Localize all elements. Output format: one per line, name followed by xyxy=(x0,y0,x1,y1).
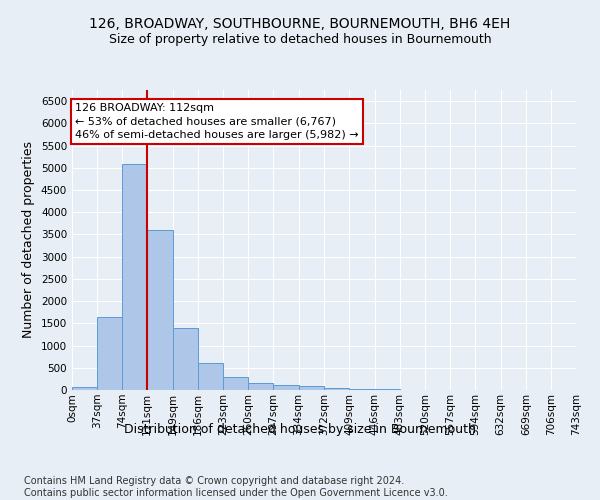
Text: 126, BROADWAY, SOUTHBOURNE, BOURNEMOUTH, BH6 4EH: 126, BROADWAY, SOUTHBOURNE, BOURNEMOUTH,… xyxy=(89,18,511,32)
Bar xyxy=(97,317,122,390)
Bar xyxy=(147,230,173,390)
Bar xyxy=(248,384,274,390)
Bar xyxy=(173,328,198,390)
Bar xyxy=(274,385,299,390)
Bar xyxy=(349,388,374,390)
Bar xyxy=(374,389,400,390)
Bar xyxy=(198,364,223,390)
Bar xyxy=(299,386,325,390)
Bar xyxy=(325,388,349,390)
Bar xyxy=(72,387,97,390)
Text: Contains HM Land Registry data © Crown copyright and database right 2024.
Contai: Contains HM Land Registry data © Crown c… xyxy=(24,476,448,498)
Bar xyxy=(223,377,248,390)
Text: 126 BROADWAY: 112sqm
← 53% of detached houses are smaller (6,767)
46% of semi-de: 126 BROADWAY: 112sqm ← 53% of detached h… xyxy=(76,104,359,140)
Text: Distribution of detached houses by size in Bournemouth: Distribution of detached houses by size … xyxy=(124,422,476,436)
Bar xyxy=(122,164,147,390)
Text: Size of property relative to detached houses in Bournemouth: Size of property relative to detached ho… xyxy=(109,32,491,46)
Y-axis label: Number of detached properties: Number of detached properties xyxy=(22,142,35,338)
